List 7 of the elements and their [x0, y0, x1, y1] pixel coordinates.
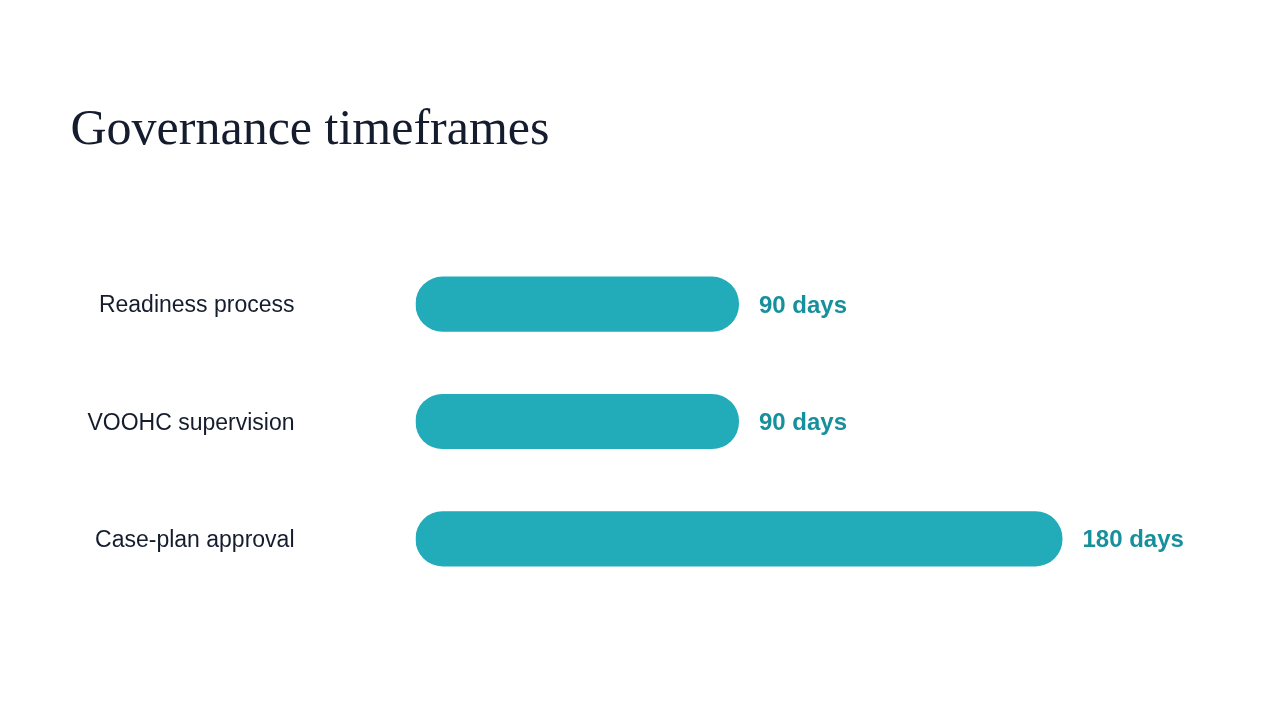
data-label: 90 days — [759, 408, 848, 435]
data-label: 90 days — [759, 290, 848, 318]
data-label: 180 days — [1082, 525, 1184, 553]
y-tick-label: Readiness process — [98, 291, 295, 318]
chart-title: Governance timeframes — [70, 99, 550, 155]
y-tick-label: Case-plan approval — [95, 525, 295, 552]
y-tick-label: VOOHC supervision — [87, 408, 295, 435]
